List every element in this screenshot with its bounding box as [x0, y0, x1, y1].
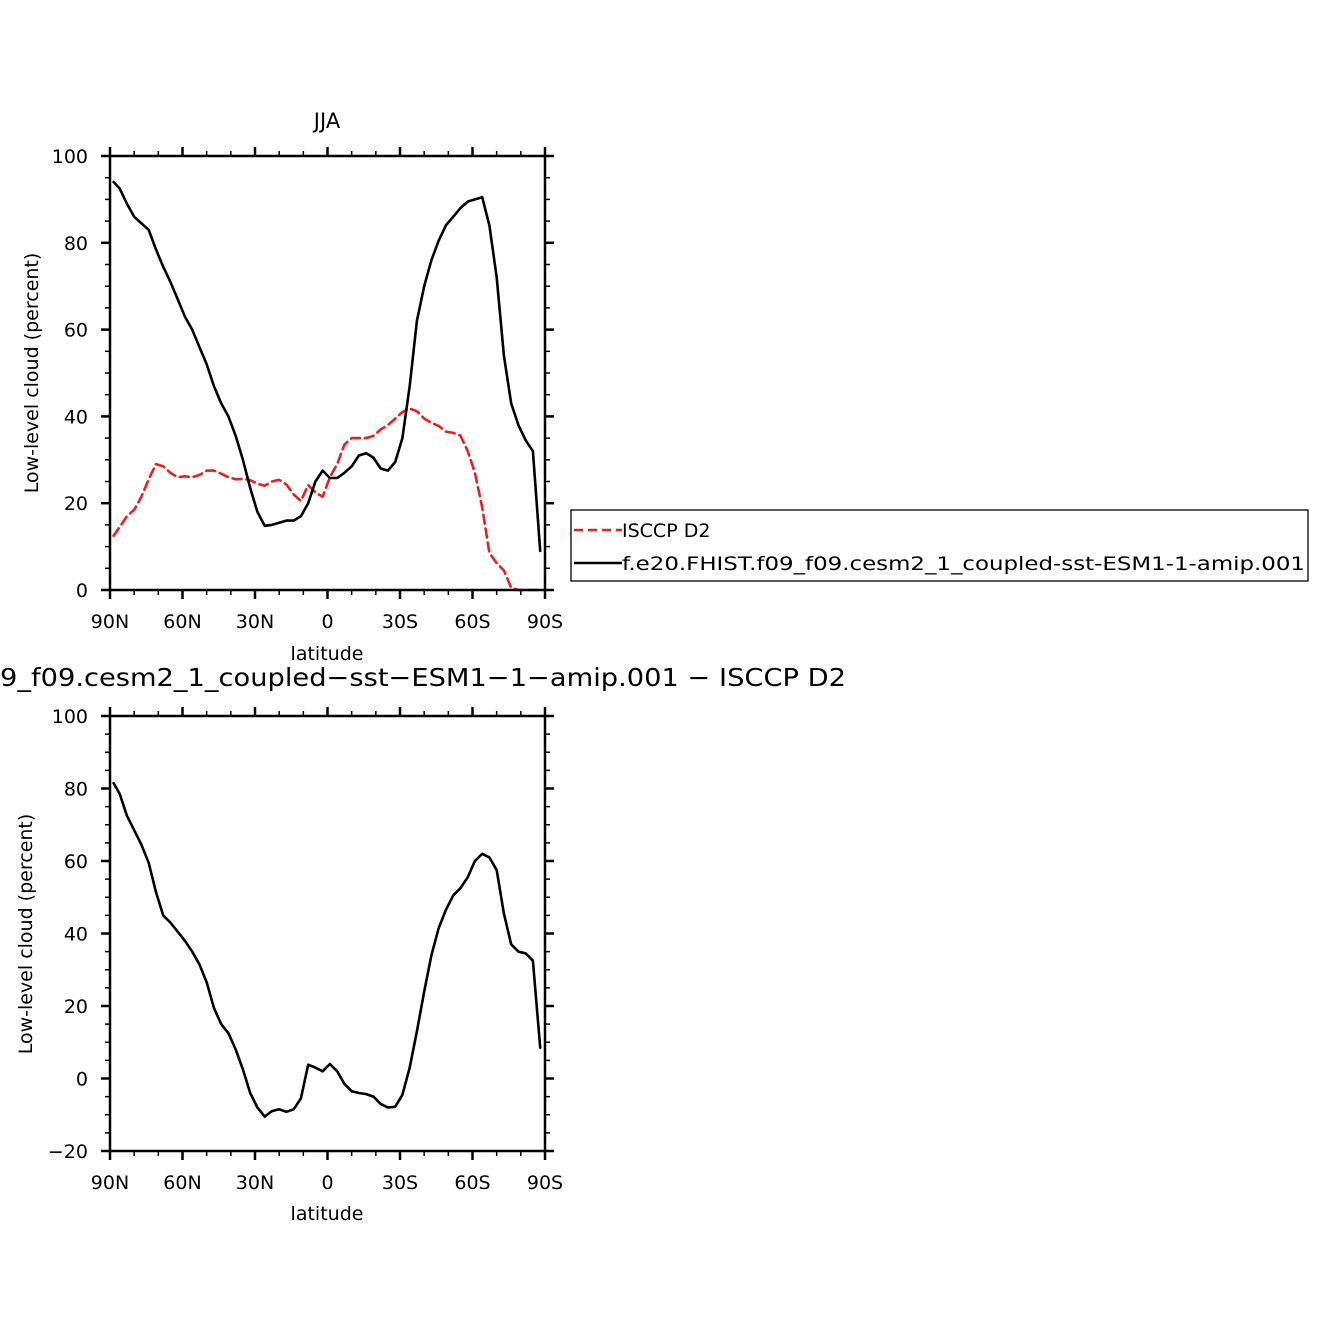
y-tick-label: 80 [64, 233, 88, 255]
y-tick-label: 40 [64, 406, 88, 428]
x-tick-label: 90S [527, 611, 563, 633]
x-tick-label: 90N [91, 1172, 129, 1194]
x-tick-label: 30N [236, 1172, 274, 1194]
series-line-isccp [112, 407, 542, 592]
bottom-panel-ticks: 90N 60N 30N 0 30S 60S 90S −20 0 20 40 60 80 100 [48, 706, 563, 1194]
y-tick-label: 20 [64, 996, 88, 1018]
y-tick-label: 100 [52, 146, 88, 168]
y-tick-label: 20 [64, 493, 88, 515]
top-panel-xlabel: latitude [291, 643, 364, 665]
y-tick-label: 0 [76, 1069, 88, 1091]
bottom-panel: 9_f09.cesm2_1_coupled−sst−ESM1−1−amip.00… [0, 663, 846, 1225]
top-panel: JJA 90N 60N 30N 0 30S 60S 90S 0 20 40 60 80 100 lati… [21, 109, 563, 665]
y-tick-label: −20 [48, 1141, 88, 1163]
bottom-panel-title: 9_f09.cesm2_1_coupled−sst−ESM1−1−amip.00… [0, 663, 846, 692]
x-tick-label: 90N [91, 611, 129, 633]
bottom-panel-frame [108, 714, 547, 1153]
y-tick-label: 80 [64, 779, 88, 801]
top-panel-ticks: 90N 60N 30N 0 30S 60S 90S 0 20 40 60 80 100 [52, 146, 563, 633]
top-panel-series [112, 180, 542, 592]
x-tick-label: 60S [454, 611, 490, 633]
legend-box [570, 509, 1309, 582]
y-tick-label: 60 [64, 851, 88, 873]
legend-label-isccp: ISCCP D2 [622, 520, 710, 542]
series-line-model [112, 781, 542, 1118]
bottom-panel-xlabel: latitude [291, 1203, 364, 1225]
bottom-panel-series [112, 781, 542, 1118]
top-panel-title: JJA [312, 109, 341, 133]
x-tick-label: 0 [321, 1172, 333, 1194]
x-tick-label: 30S [382, 611, 418, 633]
y-tick-label: 40 [64, 924, 88, 946]
x-tick-label: 90S [527, 1172, 563, 1194]
x-tick-label: 30N [236, 611, 274, 633]
x-tick-label: 0 [321, 611, 333, 633]
x-tick-label: 60S [454, 1172, 490, 1194]
x-tick-label: 30S [382, 1172, 418, 1194]
legend: ISCCP D2 f.e20.FHIST.f09_f09.cesm2_1_cou… [570, 509, 1309, 582]
x-tick-label: 60N [163, 1172, 201, 1194]
legend-label-model: f.e20.FHIST.f09_f09.cesm2_1_coupled-sst-… [622, 553, 1305, 575]
y-tick-label: 100 [52, 706, 88, 728]
top-panel-frame [108, 154, 547, 592]
top-panel-ylabel: Low-level cloud (percent) [21, 253, 43, 494]
y-tick-label: 0 [76, 580, 88, 602]
series-line-model [112, 180, 542, 553]
x-tick-label: 60N [163, 611, 201, 633]
bottom-panel-ylabel: Low-level cloud (percent) [15, 814, 37, 1055]
y-tick-label: 60 [64, 320, 88, 342]
